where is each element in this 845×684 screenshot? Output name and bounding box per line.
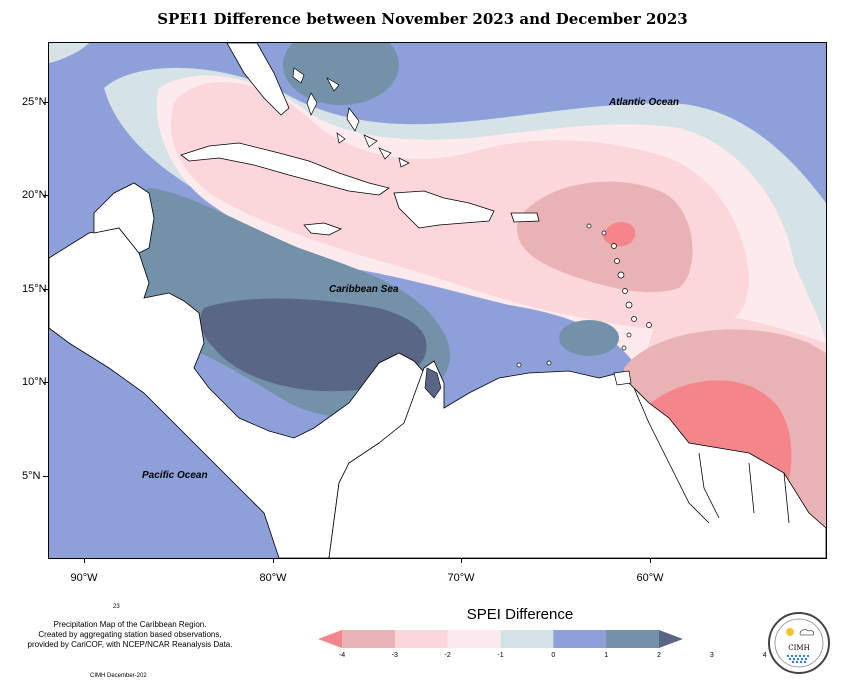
puerto-rico-land: [510, 212, 540, 223]
legend-tick-label: -4: [338, 652, 346, 659]
lat-tick: [43, 289, 48, 290]
pacific-ocean-label: Pacific Ocean: [142, 470, 208, 481]
contour-bahamas: [283, 43, 399, 105]
lon-tick: [650, 558, 651, 563]
lon-label-90: 90°W: [70, 572, 98, 584]
cuba-land: [180, 142, 390, 196]
legend-colorbar: [318, 630, 683, 648]
legend-swatch: [342, 630, 396, 648]
central-america-land: [49, 227, 435, 558]
footer-note-line2: Created by aggregating station based obs…: [38, 630, 222, 639]
lon-label-70: 70°W: [447, 572, 475, 584]
lesser-antilles: [516, 223, 652, 386]
legend-tick-label: 1: [604, 652, 609, 659]
legend-swatch: [606, 630, 660, 648]
atlantic-ocean-label: Atlantic Ocean: [609, 97, 680, 108]
contour-dark-slate: [200, 298, 427, 392]
contour-gulf-corner: [49, 43, 89, 63]
yucatan-land: [93, 182, 155, 254]
lon-label-80: 80°W: [259, 572, 287, 584]
legend-swatch: [447, 630, 501, 648]
legend-tick-label: -3: [391, 652, 398, 659]
lat-label-5: 5°N: [22, 470, 41, 482]
map-panel: [48, 42, 827, 559]
cimh-logo: CIMH: [768, 612, 830, 674]
caribbean-sea-label: Caribbean Sea: [329, 284, 399, 295]
lat-label-10: 10°N: [22, 376, 47, 388]
lon-label-60: 60°W: [636, 572, 664, 584]
bahamas-islands: [292, 67, 410, 168]
map-title: SPEI1 Difference between November 2023 a…: [157, 10, 688, 28]
legend-swatch: [394, 630, 449, 648]
lat-tick: [43, 195, 48, 196]
spei-map: [49, 43, 826, 558]
lon-tick: [84, 558, 85, 563]
legend-tick-label: 4: [762, 652, 767, 659]
footer-note-line1: Precipitation Map of the Caribbean Regio…: [53, 620, 207, 629]
jamaica-land: [303, 222, 343, 236]
legend-swatch-min: [318, 630, 342, 648]
lat-label-15: 15°N: [22, 283, 47, 295]
legend-swatch: [500, 630, 554, 648]
logo-text: CIMH: [788, 644, 810, 652]
lat-tick: [43, 382, 48, 383]
lon-tick: [273, 558, 274, 563]
legend-tick-label: 0: [551, 652, 556, 659]
legend-tick-label: 3: [709, 652, 714, 659]
lon-tick: [461, 558, 462, 563]
lat-label-25: 25°N: [22, 96, 47, 108]
lake-maracaibo: [424, 367, 442, 399]
lat-tick: [43, 102, 48, 103]
lat-label-20: 20°N: [22, 189, 47, 201]
hispaniola-land: [393, 190, 495, 229]
legend-tick-label: -2: [444, 652, 451, 659]
legend-swatch: [553, 630, 607, 648]
legend-tick-label: 2: [657, 652, 661, 659]
contour-grenada-gray: [559, 320, 619, 356]
legend-swatch-max: [659, 630, 683, 648]
florida-land: [226, 43, 290, 116]
logo-icon: [774, 618, 824, 668]
footer-note: Precipitation Map of the Caribbean Regio…: [10, 620, 250, 650]
guianas-borders: [633, 387, 790, 524]
footer-note-line3: provided by CariCOF, with NCEP/NCAR Rean…: [27, 640, 233, 649]
footer-credit: CIMH December-202: [90, 673, 147, 679]
legend-tick-label: -1: [497, 652, 504, 659]
footer-small-number: 23: [113, 604, 120, 610]
contour-strong-pink-islands: [603, 221, 636, 247]
legend-title: SPEI Difference: [466, 606, 574, 623]
lat-tick: [43, 476, 48, 477]
